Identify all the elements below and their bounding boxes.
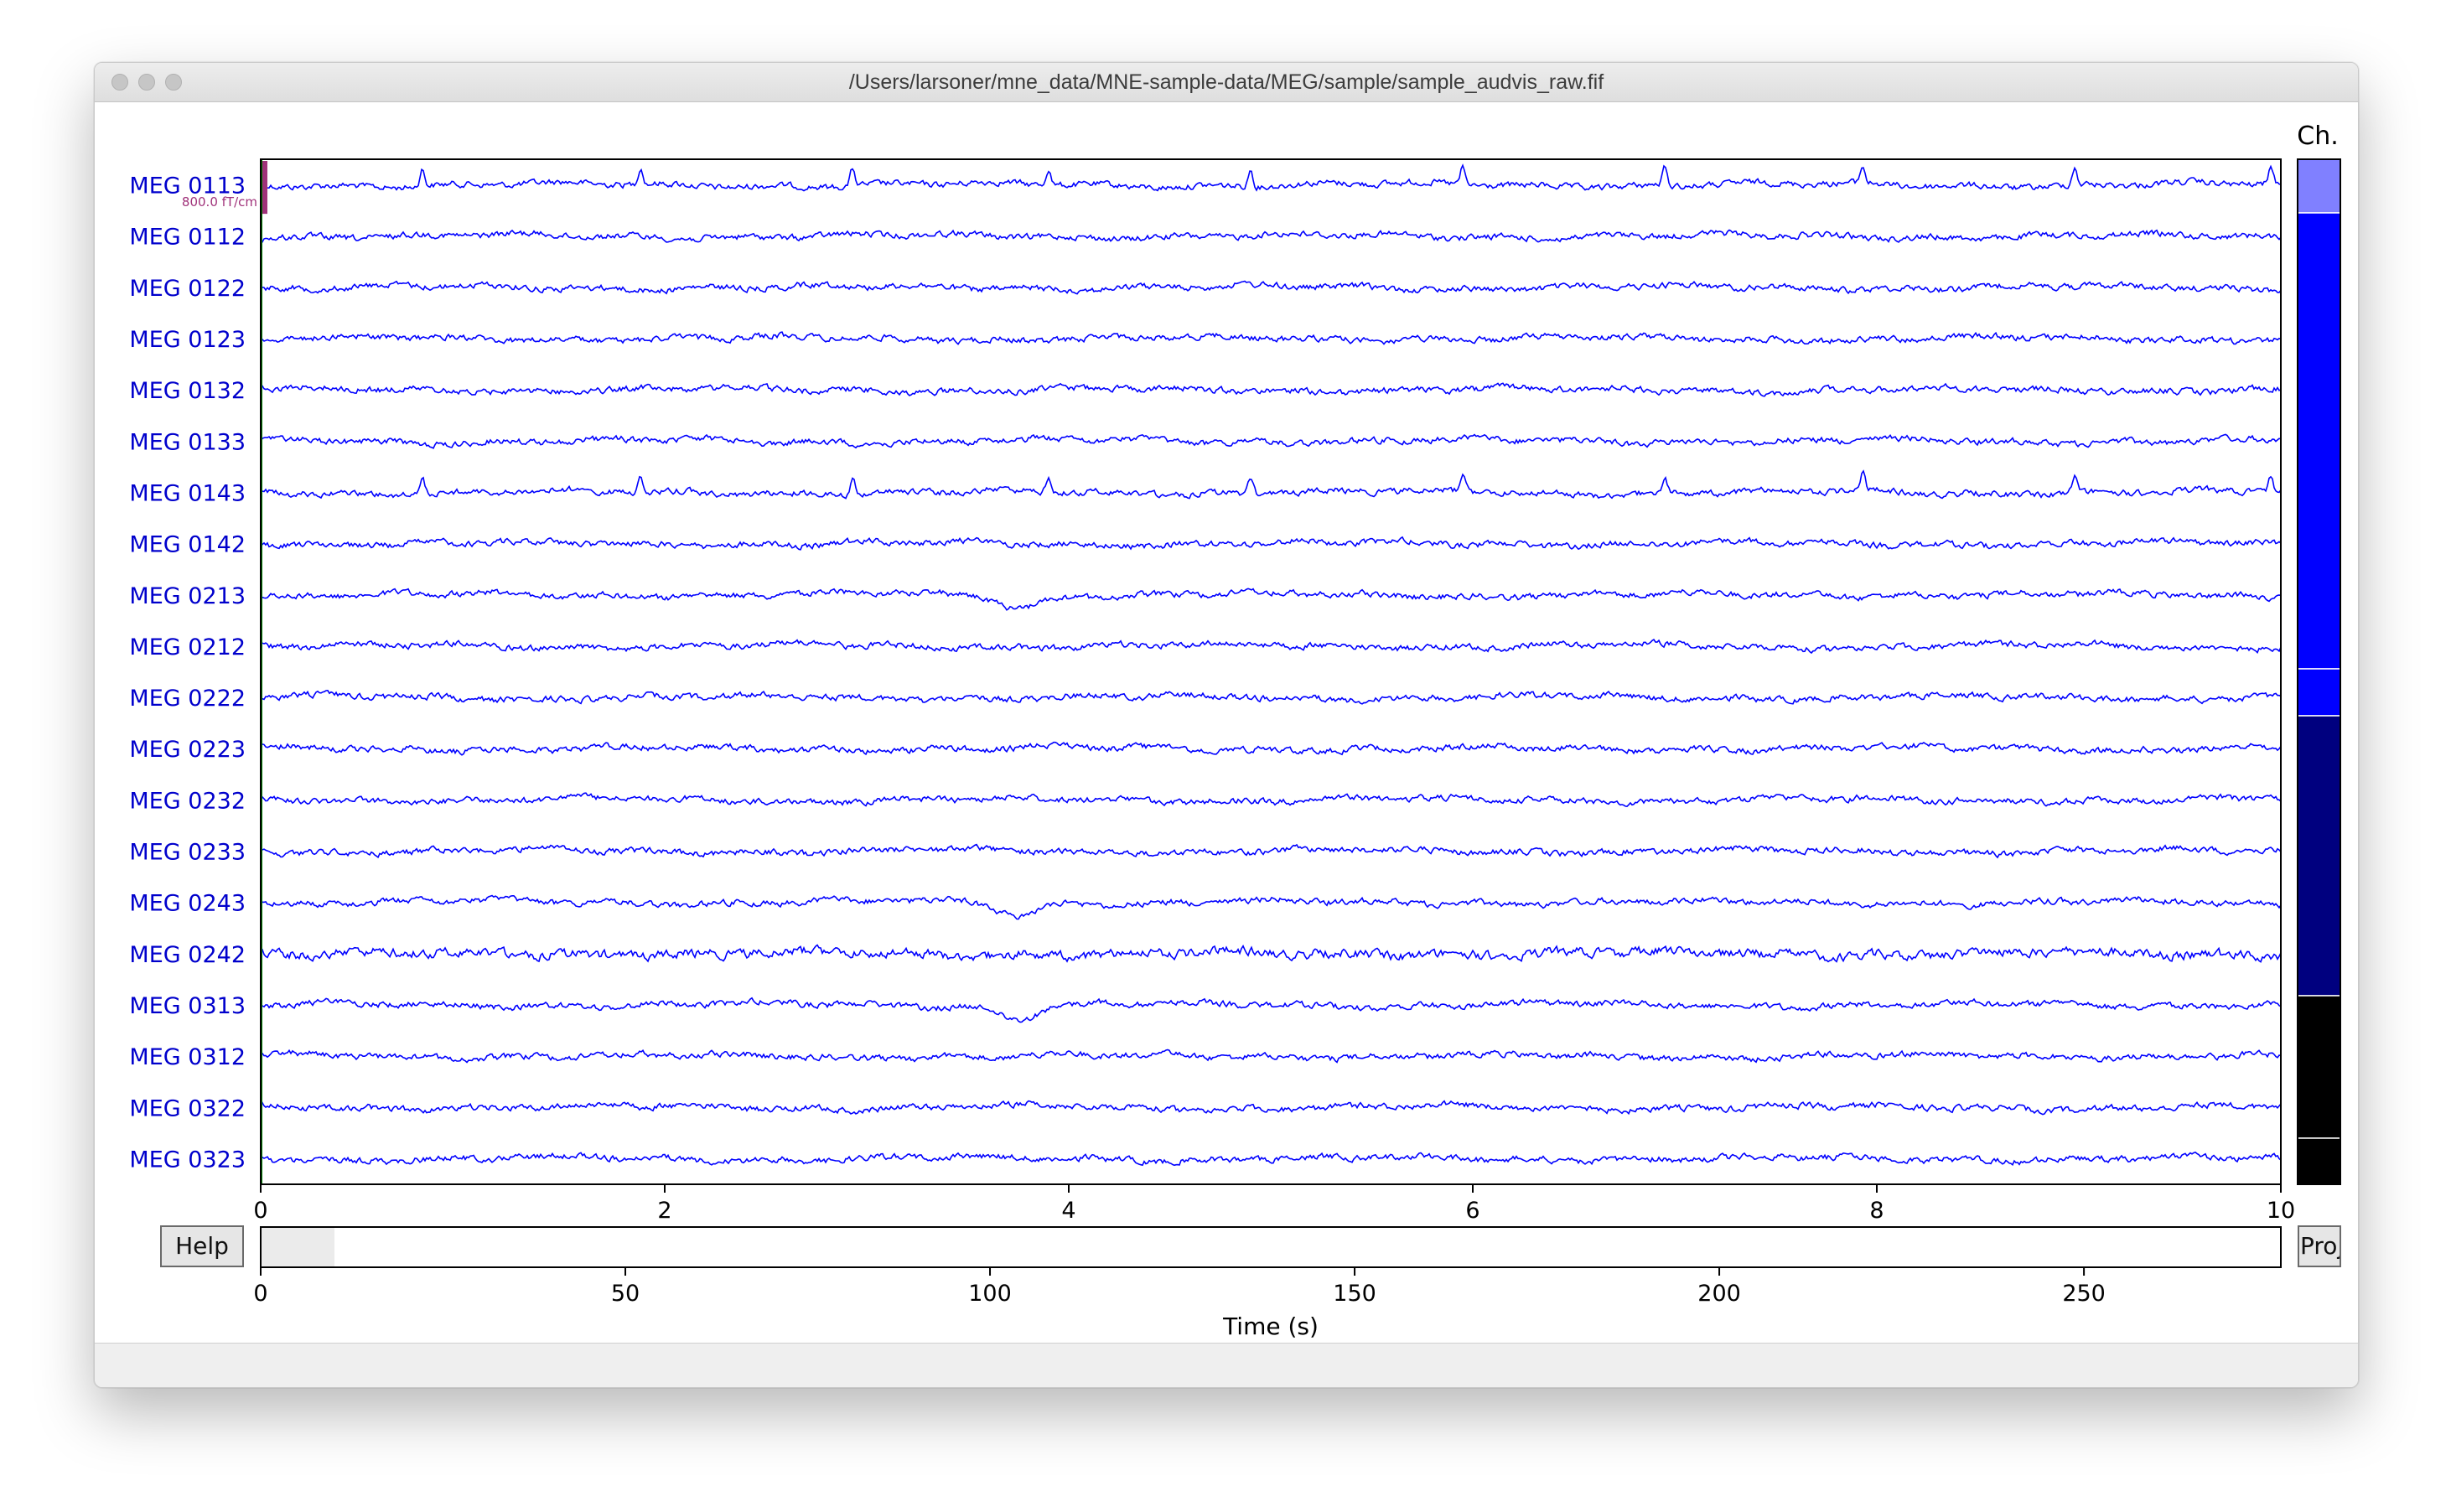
- channel-trace[interactable]: [260, 741, 2282, 756]
- time-tick-label: 6: [1465, 1198, 1479, 1224]
- overview-tick-label: 0: [253, 1281, 267, 1307]
- channel-label[interactable]: MEG 0223: [129, 737, 246, 763]
- status-bar: [95, 1343, 2358, 1387]
- channel-label[interactable]: MEG 0322: [129, 1095, 246, 1121]
- channel-group-segment[interactable]: [2297, 158, 2341, 214]
- channel-trace[interactable]: [260, 469, 2282, 500]
- channel-label[interactable]: MEG 0232: [129, 788, 246, 814]
- app-window: /Users/larsoner/mne_data/MNE-sample-data…: [94, 62, 2359, 1388]
- channel-label[interactable]: MEG 0123: [129, 327, 246, 353]
- channel-scrollbar[interactable]: [2297, 158, 2341, 1185]
- overview-bar[interactable]: [260, 1226, 2282, 1268]
- channel-label[interactable]: MEG 0243: [129, 891, 246, 917]
- proj-button[interactable]: Proj: [2298, 1225, 2341, 1267]
- channel-trace[interactable]: [260, 639, 2282, 655]
- channel-group-segment[interactable]: [2297, 668, 2341, 717]
- close-window-button[interactable]: [111, 74, 128, 91]
- channel-group-segment[interactable]: [2297, 715, 2341, 997]
- channel-label[interactable]: MEG 0113: [129, 173, 246, 199]
- title-bar: /Users/larsoner/mne_data/MNE-sample-data…: [95, 63, 2358, 102]
- channel-label[interactable]: MEG 0323: [129, 1147, 246, 1173]
- channel-trace[interactable]: [260, 997, 2282, 1023]
- channel-label[interactable]: MEG 0143: [129, 480, 246, 506]
- overview-tick-label: 50: [611, 1281, 640, 1307]
- channel-trace[interactable]: [260, 894, 2282, 920]
- channel-trace[interactable]: [260, 433, 2282, 449]
- time-tick-label: 8: [1869, 1198, 1884, 1224]
- channel-traces: [260, 159, 2282, 1184]
- channel-trace[interactable]: [260, 1100, 2282, 1116]
- channel-trace[interactable]: [260, 331, 2282, 345]
- channel-label[interactable]: MEG 0112: [129, 225, 246, 251]
- channel-label[interactable]: MEG 0142: [129, 532, 246, 558]
- channel-trace[interactable]: [260, 944, 2282, 963]
- channel-labels: MEG 0113 MEG 0112 MEG 0122 MEG 0123 MEG 0132…: [129, 173, 246, 1173]
- overview-view-window[interactable]: [262, 1228, 335, 1266]
- window-title: /Users/larsoner/mne_data/MNE-sample-data…: [848, 70, 1604, 94]
- overview-tick-label: 250: [2062, 1281, 2106, 1307]
- channel-label[interactable]: MEG 0312: [129, 1044, 246, 1070]
- channel-scrollbar-title: Ch.: [2297, 122, 2339, 151]
- channel-trace[interactable]: [260, 382, 2282, 397]
- channel-label[interactable]: MEG 0233: [129, 840, 246, 866]
- main-plot-axes[interactable]: [260, 158, 2282, 1185]
- channel-label[interactable]: MEG 0133: [129, 429, 246, 455]
- channel-label[interactable]: MEG 0132: [129, 378, 246, 404]
- channel-group-segment[interactable]: [2297, 995, 2341, 1139]
- overview-xlabel: Time (s): [1222, 1313, 1319, 1340]
- channel-trace[interactable]: [260, 163, 2282, 192]
- help-button[interactable]: Help: [160, 1225, 244, 1267]
- overview-tick-label: 150: [1333, 1281, 1376, 1307]
- channel-trace[interactable]: [260, 1049, 2282, 1064]
- scale-bar-label: 800.0 fT/cm: [182, 194, 257, 210]
- scale-bar: 800.0 fT/cm: [182, 161, 267, 215]
- time-tick-label: 10: [2267, 1198, 2295, 1224]
- time-tick-label: 2: [657, 1198, 671, 1224]
- channel-trace[interactable]: [260, 1151, 2282, 1167]
- channel-trace[interactable]: [260, 843, 2282, 859]
- minimize-window-button[interactable]: [138, 74, 155, 91]
- channel-group-segment[interactable]: [2297, 1137, 2341, 1185]
- overview-tick-label: 200: [1697, 1281, 1741, 1307]
- overview-time-axis: 0 50 100 150 200 250: [253, 1267, 2106, 1307]
- zoom-window-button[interactable]: [165, 74, 182, 91]
- channel-label[interactable]: MEG 0122: [129, 276, 246, 302]
- channel-trace[interactable]: [260, 689, 2282, 705]
- channel-trace[interactable]: [260, 229, 2282, 243]
- channel-trace[interactable]: [260, 588, 2282, 611]
- channel-group-segment[interactable]: [2297, 212, 2341, 670]
- channel-label[interactable]: MEG 0313: [129, 993, 246, 1019]
- channel-scrollbar-frame: [2297, 158, 2341, 1185]
- channel-trace[interactable]: [260, 792, 2282, 808]
- time-axis: 0 2 4 6 8 10: [253, 1184, 2295, 1224]
- channel-label[interactable]: MEG 0212: [129, 634, 246, 660]
- overview-tick-label: 100: [968, 1281, 1012, 1307]
- channel-trace[interactable]: [260, 536, 2282, 551]
- time-tick-label: 4: [1061, 1198, 1075, 1224]
- time-tick-label: 0: [253, 1198, 267, 1224]
- channel-label[interactable]: MEG 0213: [129, 583, 246, 609]
- channel-label[interactable]: MEG 0222: [129, 686, 246, 712]
- channel-label[interactable]: MEG 0242: [129, 942, 246, 968]
- channel-trace[interactable]: [260, 280, 2282, 295]
